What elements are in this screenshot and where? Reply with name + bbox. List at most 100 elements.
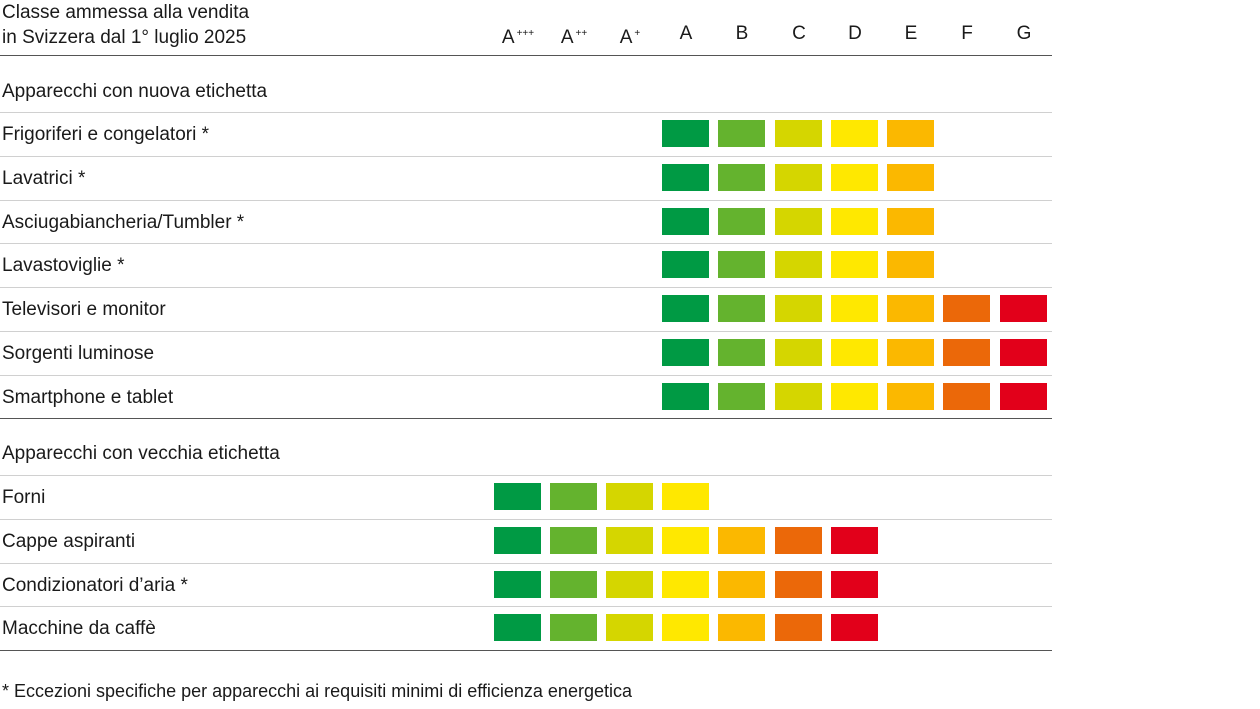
class-swatch-b bbox=[718, 251, 765, 279]
row-divider bbox=[0, 200, 1052, 201]
row-label: Lavatrici * bbox=[2, 167, 86, 189]
class-swatch-c bbox=[775, 207, 822, 235]
class-swatch-d bbox=[831, 120, 878, 147]
row-divider bbox=[0, 156, 1052, 157]
row-divider bbox=[0, 606, 1052, 607]
row-divider bbox=[0, 475, 1052, 476]
class-header-g: G bbox=[1000, 22, 1048, 46]
class-swatch-a bbox=[662, 207, 709, 235]
class-swatch-c bbox=[775, 382, 822, 410]
class-swatch-c bbox=[775, 614, 822, 642]
row-divider bbox=[0, 519, 1052, 520]
class-swatch-d bbox=[831, 526, 878, 554]
class-header-appp: A +++ bbox=[494, 22, 542, 50]
class-swatch-appp bbox=[494, 526, 541, 554]
row-label: Macchine da caffè bbox=[2, 618, 156, 640]
class-header-letter: C bbox=[792, 23, 806, 44]
class-swatch-d bbox=[831, 570, 878, 598]
class-header-letter: A bbox=[501, 27, 515, 48]
class-swatch-g bbox=[1000, 339, 1047, 366]
class-swatch-ap bbox=[606, 570, 653, 598]
class-swatch-b bbox=[718, 570, 765, 598]
class-swatch-b bbox=[718, 526, 765, 554]
row-divider bbox=[0, 287, 1052, 288]
class-swatch-b bbox=[718, 295, 765, 323]
class-swatch-appp bbox=[494, 570, 541, 598]
class-swatch-e bbox=[887, 207, 934, 235]
class-header-a: A bbox=[662, 22, 710, 46]
class-swatch-a bbox=[662, 614, 709, 642]
class-header-c: C bbox=[775, 22, 823, 46]
class-swatch-a bbox=[662, 570, 709, 598]
header-title-line2: in Svizzera dal 1° luglio 2025 bbox=[2, 27, 247, 48]
class-header-b: B bbox=[718, 22, 766, 46]
class-swatch-ap bbox=[606, 483, 653, 510]
class-swatch-a bbox=[662, 382, 709, 410]
header-divider bbox=[0, 55, 1052, 56]
class-header-app: A ++ bbox=[550, 22, 598, 50]
class-swatch-d bbox=[831, 163, 878, 191]
class-swatch-c bbox=[775, 120, 822, 147]
class-swatch-app bbox=[550, 614, 597, 642]
row-divider bbox=[0, 243, 1052, 244]
class-swatch-b bbox=[718, 339, 765, 366]
class-swatch-a bbox=[662, 251, 709, 279]
class-swatch-a bbox=[662, 120, 709, 147]
class-swatch-d bbox=[831, 339, 878, 366]
class-swatch-b bbox=[718, 163, 765, 191]
class-header-f: F bbox=[943, 22, 991, 46]
class-header-letter: D bbox=[848, 23, 862, 44]
class-swatch-appp bbox=[494, 614, 541, 642]
header-title-line1: Classe ammessa alla vendita bbox=[2, 2, 250, 23]
class-swatch-d bbox=[831, 207, 878, 235]
class-swatch-f bbox=[943, 295, 990, 323]
class-swatch-a bbox=[662, 163, 709, 191]
class-swatch-b bbox=[718, 382, 765, 410]
class-swatch-d bbox=[831, 295, 878, 323]
section-end-divider bbox=[0, 650, 1052, 651]
class-swatch-e bbox=[887, 251, 934, 279]
section-title: Apparecchi con nuova etichetta bbox=[2, 81, 268, 102]
class-header-d: D bbox=[831, 22, 879, 46]
row-label: Condizionatori d’aria * bbox=[2, 574, 188, 596]
row-label: Televisori e monitor bbox=[2, 299, 166, 321]
class-header-letter: G bbox=[1016, 23, 1032, 44]
section-end-divider bbox=[0, 418, 1052, 419]
class-swatch-c bbox=[775, 339, 822, 366]
class-swatch-e bbox=[887, 163, 934, 191]
class-swatch-ap bbox=[606, 526, 653, 554]
class-header-plus: +++ bbox=[516, 28, 535, 39]
class-swatch-e bbox=[887, 339, 934, 366]
class-swatch-b bbox=[718, 614, 765, 642]
class-swatch-a bbox=[662, 295, 709, 323]
row-divider bbox=[0, 563, 1052, 564]
footnote: * Eccezioni specifiche per apparecchi ai… bbox=[2, 681, 632, 701]
class-swatch-d bbox=[831, 382, 878, 410]
class-swatch-b bbox=[718, 207, 765, 235]
class-swatch-a bbox=[662, 483, 709, 510]
class-swatch-app bbox=[550, 570, 597, 598]
class-swatch-e bbox=[887, 120, 934, 147]
class-header-letter: A bbox=[619, 27, 633, 48]
class-swatch-a bbox=[662, 526, 709, 554]
section-title: Apparecchi con vecchia etichetta bbox=[2, 443, 280, 464]
class-header-letter: A bbox=[560, 27, 574, 48]
class-swatch-c bbox=[775, 251, 822, 279]
class-swatch-d bbox=[831, 614, 878, 642]
class-header-plus: + bbox=[634, 28, 641, 39]
table-header-title: Classe ammessa alla vendita in Svizzera … bbox=[2, 0, 249, 50]
class-swatch-f bbox=[943, 339, 990, 366]
class-swatch-g bbox=[1000, 382, 1047, 410]
row-label: Lavastoviglie * bbox=[2, 255, 125, 277]
row-label: Cappe aspiranti bbox=[2, 530, 136, 552]
class-swatch-c bbox=[775, 570, 822, 598]
class-header-plus: ++ bbox=[575, 28, 588, 39]
class-header-letter: F bbox=[961, 23, 973, 44]
class-header-letter: A bbox=[679, 23, 693, 44]
class-header-letter: E bbox=[904, 23, 918, 44]
class-swatch-c bbox=[775, 526, 822, 554]
row-divider bbox=[0, 375, 1052, 376]
class-swatch-c bbox=[775, 295, 822, 323]
class-swatch-appp bbox=[494, 483, 541, 510]
row-divider bbox=[0, 112, 1052, 113]
